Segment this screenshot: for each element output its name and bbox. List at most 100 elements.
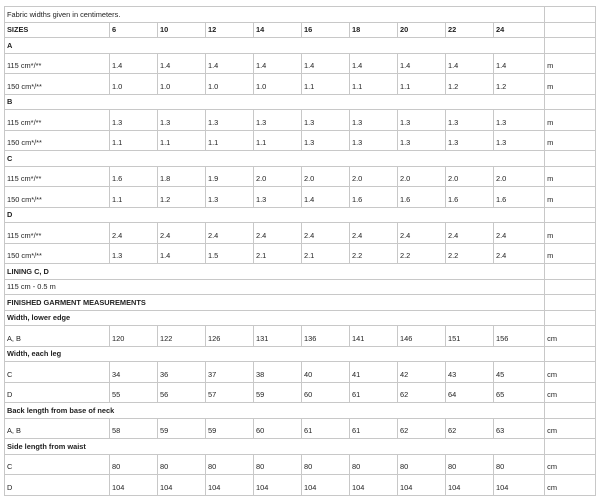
measurement-cell: 122 — [157, 325, 206, 347]
measurement-cell: 1.6 — [445, 186, 494, 208]
size-header: 18 — [349, 21, 398, 38]
row-label: 150 cm*/** — [4, 242, 110, 264]
measurement-cell: 62 — [445, 417, 494, 439]
measurement-cell: 1.4 — [253, 52, 302, 74]
measurement-cell: 60 — [301, 381, 350, 403]
measurement-cell: 104 — [301, 474, 350, 496]
measurement-cell: 80 — [157, 453, 206, 475]
row-label: A, B — [4, 417, 110, 439]
empty-cell — [544, 263, 597, 280]
table-row: 150 cm*/** 1.0 1.0 1.0 1.0 1.1 1.1 1.1 1.2 1.2 m — [4, 73, 597, 95]
row-label: 150 cm*/** — [4, 129, 110, 151]
unit-cell: m — [544, 242, 597, 264]
measurement-cell: 1.4 — [349, 52, 398, 74]
row-label: C — [4, 361, 110, 383]
table-row: A, B 58 59 59 60 61 61 62 62 63 cm — [4, 417, 597, 439]
measurement-cell: 2.0 — [397, 165, 446, 187]
measurement-cell: 126 — [205, 325, 254, 347]
measurement-cell: 2.4 — [492, 222, 546, 244]
size-header: 14 — [253, 21, 302, 38]
unit-cell: cm — [544, 474, 597, 496]
measurement-cell: 1.3 — [397, 109, 446, 131]
row-label: 115 cm*/** — [4, 222, 110, 244]
fabric-requirements-table: Fabric widths given in centimeters. SIZE… — [3, 6, 597, 496]
measurement-cell: 1.3 — [157, 109, 206, 131]
measurement-cell: 1.0 — [157, 73, 206, 95]
size-header: 22 — [445, 21, 494, 38]
row-label: 115 cm*/** — [4, 109, 110, 131]
unit-cell: m — [544, 109, 597, 131]
measurement-cell: 42 — [397, 361, 446, 383]
measurement-cell: 64 — [445, 381, 494, 403]
row-label: A, B — [4, 325, 110, 347]
measurement-cell: 104 — [205, 474, 254, 496]
table-row: A, B 120 122 126 131 136 141 146 151 156 cm — [4, 325, 597, 347]
measurement-cell: 2.0 — [301, 165, 350, 187]
measurement-cell: 2.4 — [301, 222, 350, 244]
row-label: 150 cm*/** — [4, 186, 110, 208]
empty-cell — [544, 93, 597, 110]
table-row: 115 cm*/** 1.6 1.8 1.9 2.0 2.0 2.0 2.0 2.0 2.0 m — [4, 165, 597, 187]
measurement-cell: 2.1 — [253, 242, 302, 264]
measurement-cell: 80 — [492, 453, 546, 475]
measurement-cell: 58 — [109, 417, 158, 439]
measurement-cell: 146 — [397, 325, 446, 347]
measurement-cell: 104 — [349, 474, 398, 496]
measurement-cell: 1.1 — [109, 129, 158, 151]
measurement-cell: 63 — [492, 417, 546, 439]
measurement-cell: 1.5 — [205, 242, 254, 264]
table-row: C 80 80 80 80 80 80 80 80 80 cm — [4, 453, 597, 475]
measurement-cell: 1.3 — [397, 129, 446, 151]
measurement-cell: 2.2 — [445, 242, 494, 264]
measurement-cell: 80 — [445, 453, 494, 475]
table-row: 150 cm*/** 1.1 1.1 1.1 1.1 1.3 1.3 1.3 1.3 1.3 m — [4, 129, 597, 151]
measurement-cell: 1.3 — [349, 129, 398, 151]
measurement-cell: 2.1 — [301, 242, 350, 264]
measurement-cell: 1.6 — [109, 165, 158, 187]
empty-cell — [544, 21, 597, 38]
section-header-row: Width, lower edge — [3, 309, 597, 326]
table-row: D 104 104 104 104 104 104 104 104 104 cm — [4, 474, 597, 496]
measurement-cell: 65 — [492, 381, 546, 403]
measurement-cell: 1.3 — [109, 109, 158, 131]
measurement-cell: 1.3 — [109, 242, 158, 264]
measurement-cell: 1.2 — [492, 73, 546, 95]
measurement-cell: 1.4 — [157, 52, 206, 74]
size-header: 10 — [157, 21, 206, 38]
measurement-cell: 1.0 — [109, 73, 158, 95]
measurement-cell: 104 — [253, 474, 302, 496]
section-header: Width, each leg — [3, 345, 546, 362]
measurement-cell: 1.3 — [492, 129, 546, 151]
measurement-cell: 1.1 — [397, 73, 446, 95]
measurement-cell: 1.2 — [157, 186, 206, 208]
measurement-cell: 131 — [253, 325, 302, 347]
measurement-cell: 1.3 — [205, 186, 254, 208]
section-header: Side length from waist — [3, 438, 546, 455]
measurement-cell: 40 — [301, 361, 350, 383]
measurement-cell: 1.3 — [301, 109, 350, 131]
measurement-cell: 80 — [205, 453, 254, 475]
empty-cell — [544, 206, 597, 223]
measurement-cell: 104 — [492, 474, 546, 496]
measurement-cell: 43 — [445, 361, 494, 383]
empty-cell — [544, 438, 597, 455]
measurement-cell: 59 — [253, 381, 302, 403]
measurement-cell: 1.4 — [397, 52, 446, 74]
section-header: A — [3, 37, 546, 54]
measurement-cell: 120 — [109, 325, 158, 347]
measurement-cell: 1.1 — [157, 129, 206, 151]
measurement-cell: 2.2 — [397, 242, 446, 264]
measurement-cell: 80 — [109, 453, 158, 475]
row-label: D — [4, 474, 110, 496]
measurement-cell: 1.6 — [397, 186, 446, 208]
size-header: 20 — [397, 21, 446, 38]
measurement-cell: 61 — [349, 417, 398, 439]
measurement-cell: 61 — [349, 381, 398, 403]
measurement-cell: 1.1 — [301, 73, 350, 95]
measurement-cell: 2.4 — [397, 222, 446, 244]
measurement-cell: 1.8 — [157, 165, 206, 187]
table-row: 115 cm*/** 2.4 2.4 2.4 2.4 2.4 2.4 2.4 2.4 2.4 m — [4, 222, 597, 244]
measurement-cell: 1.4 — [301, 52, 350, 74]
section-header-row: FINISHED GARMENT MEASUREMENTS — [3, 294, 597, 311]
unit-cell: cm — [544, 381, 597, 403]
